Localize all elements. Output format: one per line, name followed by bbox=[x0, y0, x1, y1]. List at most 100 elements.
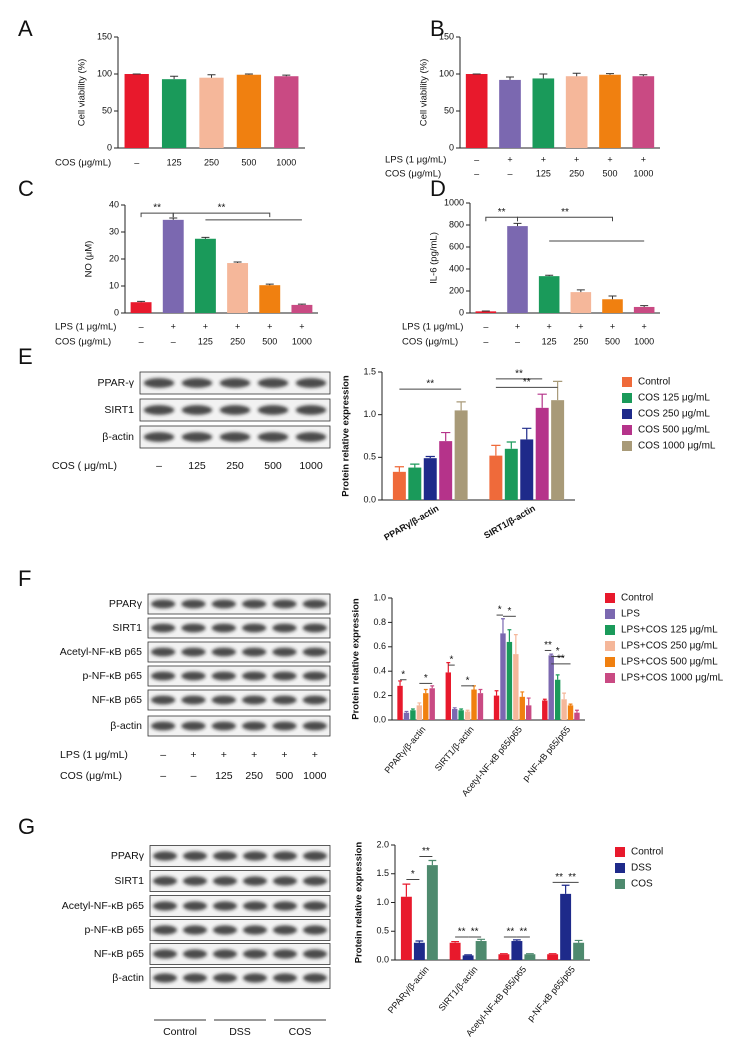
blot-band bbox=[303, 672, 327, 681]
y-tick-label: 100 bbox=[439, 68, 454, 78]
error-bar bbox=[520, 692, 524, 697]
x-row-value: – bbox=[507, 168, 512, 178]
blot-band bbox=[303, 624, 327, 633]
legend-swatch bbox=[622, 441, 632, 451]
bar bbox=[478, 693, 483, 720]
y-axis-label: Protein relative expression bbox=[354, 842, 365, 964]
bar bbox=[259, 285, 280, 313]
error-bar bbox=[464, 955, 472, 956]
x-row-value: 1000 bbox=[634, 336, 654, 346]
sig-label: * bbox=[466, 675, 470, 686]
sig-label: * bbox=[411, 869, 415, 880]
bar bbox=[505, 449, 518, 500]
y-tick-label: 0.0 bbox=[373, 714, 386, 724]
error-bar bbox=[545, 275, 553, 276]
sig-label: * bbox=[401, 669, 405, 680]
error-bar bbox=[506, 77, 514, 80]
bar bbox=[520, 697, 525, 720]
x-row-value: 1000 bbox=[633, 168, 653, 178]
sig-label: ** bbox=[218, 203, 226, 214]
legend-swatch bbox=[605, 657, 615, 667]
legend-label: LPS+COS 125 μg/mL bbox=[621, 625, 718, 636]
blot-band bbox=[303, 648, 327, 657]
blot-band bbox=[183, 851, 207, 860]
panel-letter: C bbox=[18, 176, 34, 201]
blot-band bbox=[303, 973, 327, 982]
panel-letter: G bbox=[18, 814, 35, 839]
condition-value: + bbox=[190, 749, 196, 761]
blot-band bbox=[181, 672, 205, 681]
x-row-value: + bbox=[267, 321, 272, 331]
error-bar bbox=[411, 709, 415, 710]
error-bar bbox=[402, 884, 410, 897]
bar bbox=[599, 75, 621, 148]
error-bar bbox=[500, 954, 508, 955]
bar bbox=[291, 305, 312, 313]
x-row-value: – bbox=[134, 157, 139, 167]
blot-band bbox=[243, 949, 267, 958]
legend-label: DSS bbox=[631, 863, 652, 874]
bar bbox=[520, 439, 533, 500]
blot-band bbox=[153, 949, 177, 958]
blot-row-label: NF-κB p65 bbox=[92, 694, 142, 706]
y-tick-label: 150 bbox=[439, 31, 454, 41]
error-bar bbox=[569, 704, 573, 705]
legend-swatch bbox=[605, 593, 615, 603]
y-tick-label: 0.6 bbox=[373, 641, 386, 651]
blot-row-label: Acetyl-NF-κB p65 bbox=[60, 646, 142, 658]
x-row-value: + bbox=[507, 154, 512, 164]
bar bbox=[125, 74, 149, 148]
condition-label: LPS (1 μg/mL) bbox=[60, 749, 128, 761]
x-tick-label: PPARγ/β-actin bbox=[386, 964, 431, 1015]
bar bbox=[568, 705, 573, 720]
blot-band bbox=[273, 901, 297, 910]
blot-band bbox=[213, 901, 237, 910]
blot-band bbox=[182, 378, 212, 388]
blot-row-label: p-NF-κB p65 bbox=[84, 924, 144, 936]
bar bbox=[452, 709, 457, 720]
bar bbox=[423, 693, 428, 720]
blot-band bbox=[183, 949, 207, 958]
error-bar bbox=[495, 691, 499, 696]
x-row-label: COS (μg/mL) bbox=[402, 337, 458, 348]
y-tick-label: 1.5 bbox=[363, 366, 376, 376]
error-bar bbox=[491, 445, 500, 455]
condition-value: 250 bbox=[226, 460, 244, 472]
x-row-value: + bbox=[547, 321, 552, 331]
error-bar bbox=[201, 237, 209, 238]
error-bar bbox=[472, 686, 476, 690]
blot-band bbox=[183, 973, 207, 982]
x-row-value: 250 bbox=[569, 168, 584, 178]
blot-band bbox=[303, 949, 327, 958]
x-tick-label: PPARγ/β-actin bbox=[383, 724, 428, 775]
error-bar bbox=[606, 74, 614, 75]
error-bar bbox=[527, 698, 531, 705]
error-bar bbox=[430, 686, 434, 688]
blot-band bbox=[243, 851, 267, 860]
error-bar bbox=[553, 381, 562, 400]
x-row-value: 1000 bbox=[276, 157, 296, 167]
legend-swatch bbox=[605, 609, 615, 619]
blot-band bbox=[213, 925, 237, 934]
legend-swatch bbox=[615, 879, 625, 889]
sig-label: ** bbox=[555, 872, 563, 883]
blot-band bbox=[242, 624, 266, 633]
bar bbox=[439, 441, 452, 500]
error-bar bbox=[522, 428, 531, 439]
legend-swatch bbox=[615, 847, 625, 857]
blot-band bbox=[151, 672, 175, 681]
group-label: COS bbox=[289, 1026, 312, 1038]
sig-label: ** bbox=[506, 927, 514, 938]
y-tick-label: 20 bbox=[109, 253, 119, 263]
x-row-value: + bbox=[610, 321, 615, 331]
x-row-label: COS (μg/mL) bbox=[385, 169, 441, 180]
bar bbox=[571, 292, 592, 313]
x-row-value: 125 bbox=[542, 336, 557, 346]
blot-band bbox=[151, 696, 175, 705]
y-tick-label: 600 bbox=[449, 241, 464, 251]
y-axis-label: NO (μM) bbox=[84, 241, 95, 278]
bar bbox=[547, 954, 558, 960]
blot-band bbox=[220, 432, 250, 442]
legend-swatch bbox=[615, 863, 625, 873]
error-bar bbox=[415, 941, 423, 943]
